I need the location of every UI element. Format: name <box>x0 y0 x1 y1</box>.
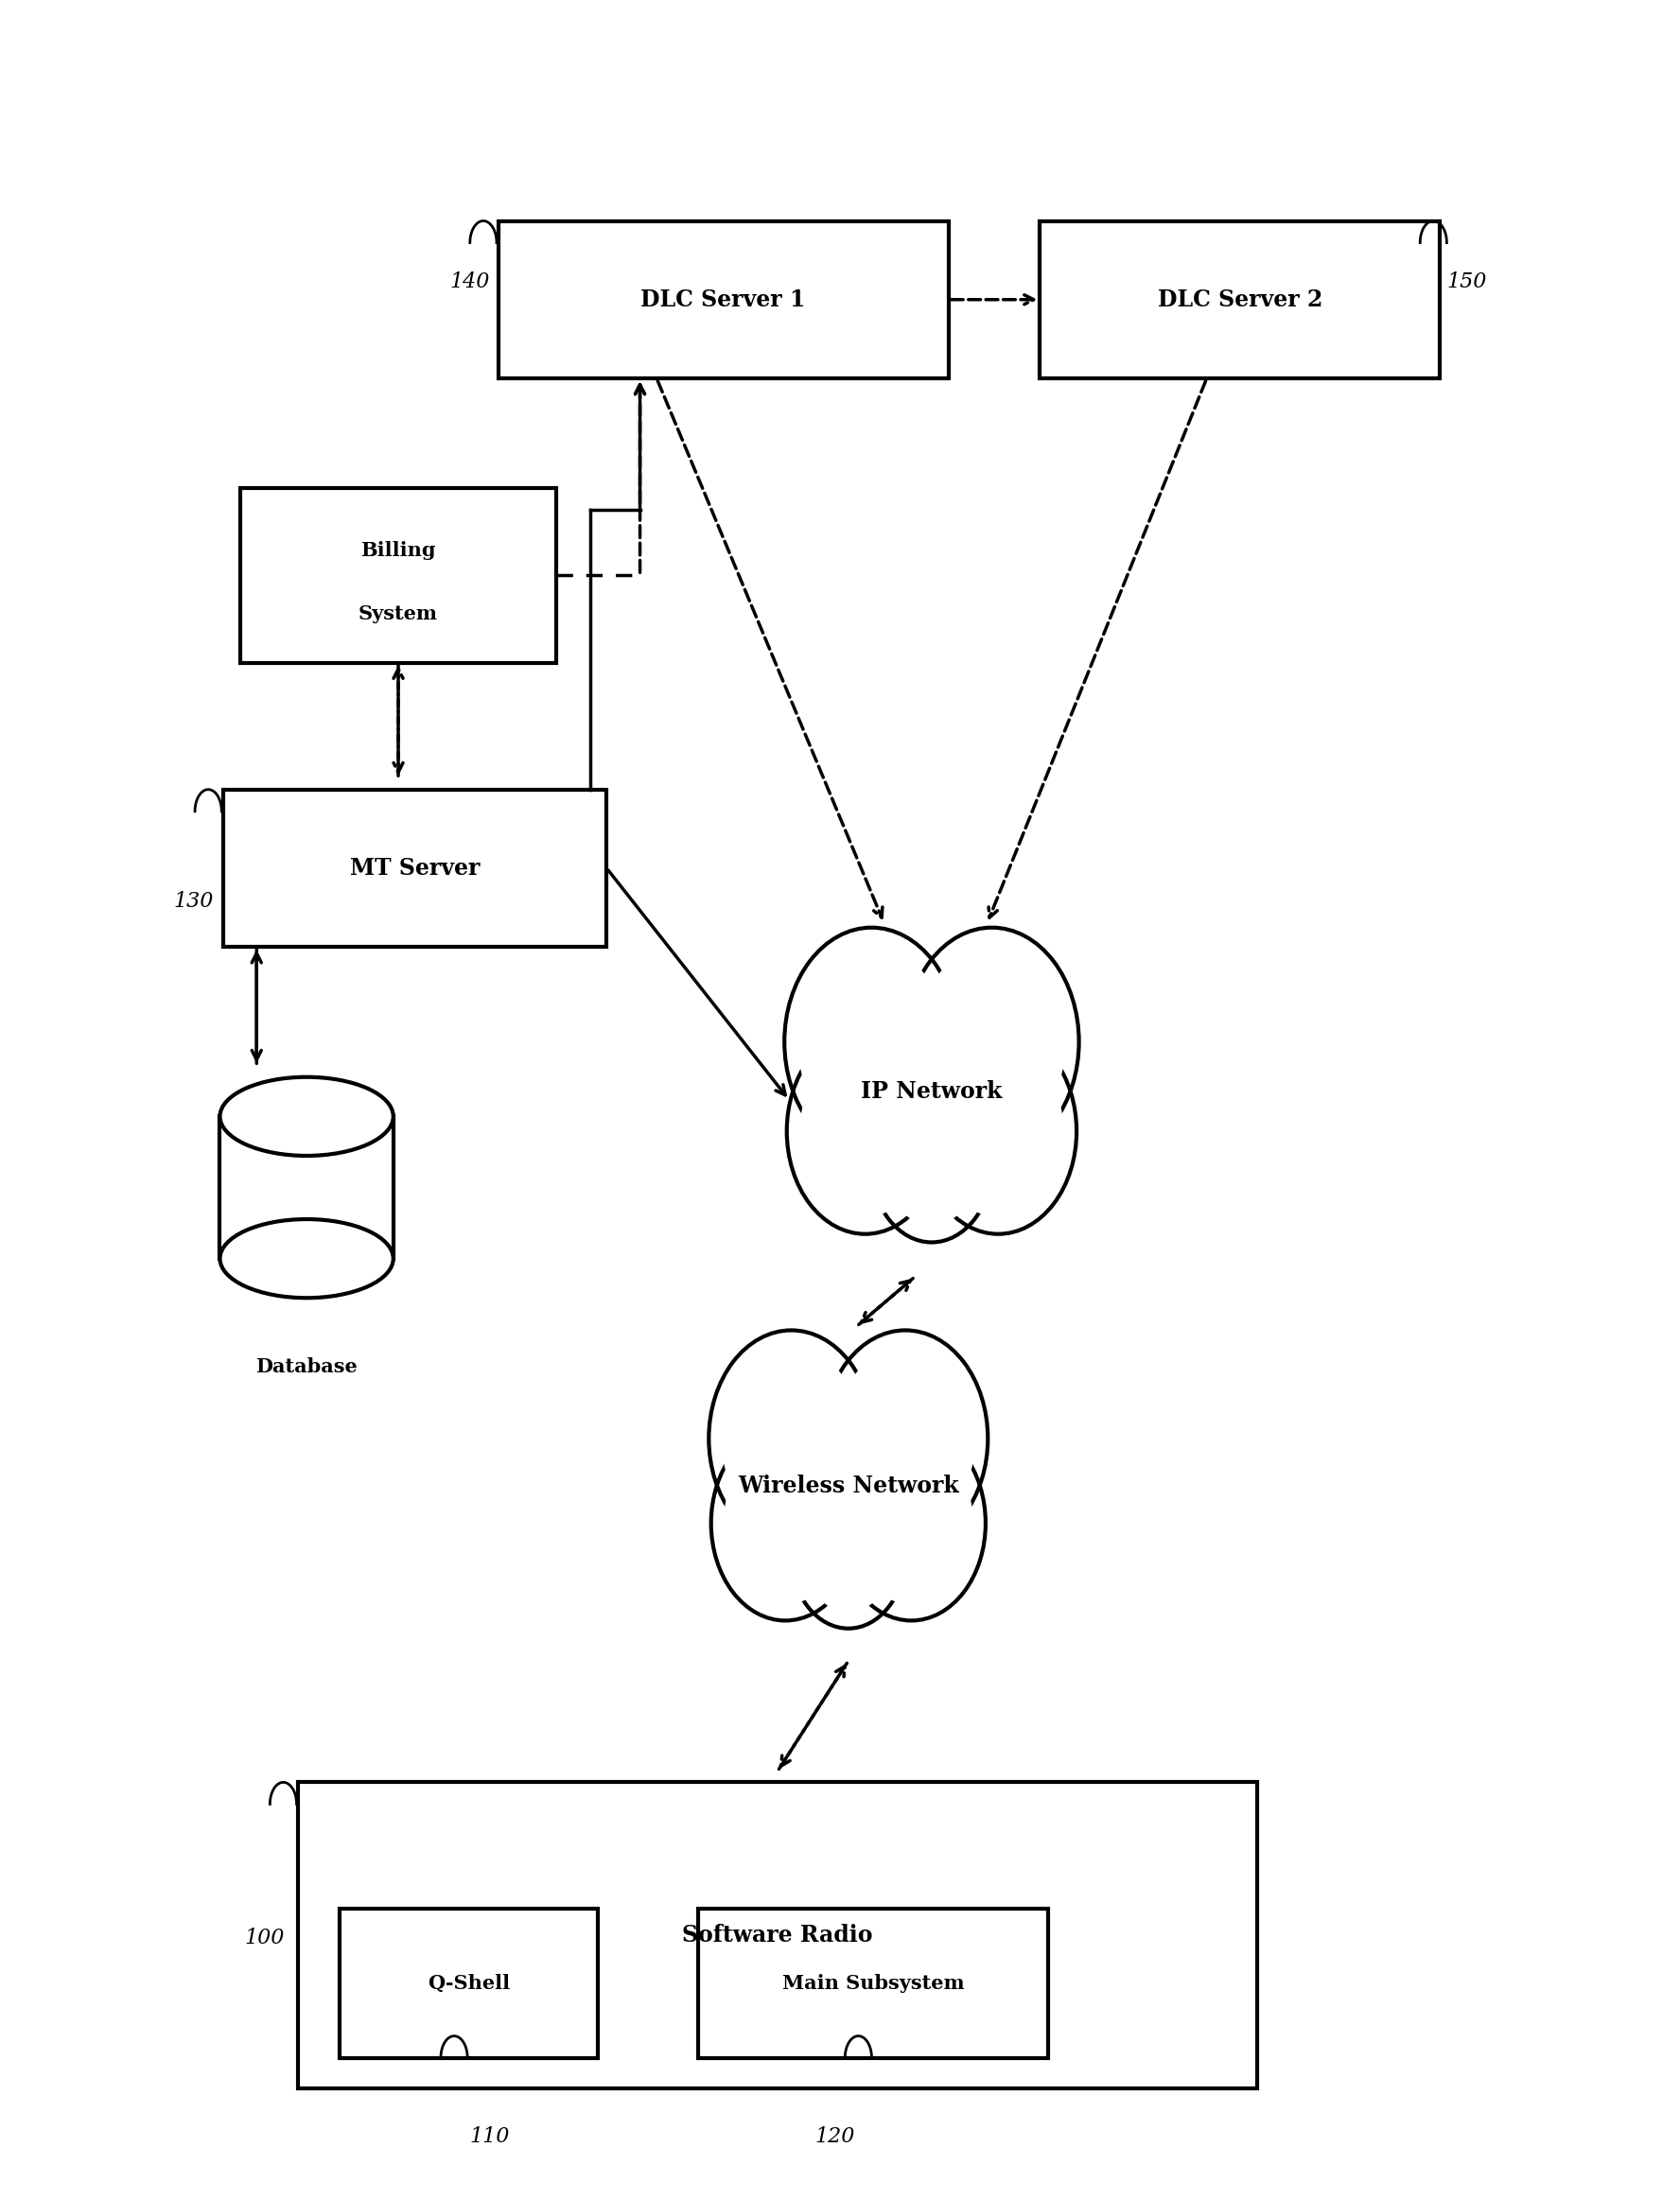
Circle shape <box>921 1027 1077 1234</box>
Text: DLC Server 1: DLC Server 1 <box>640 288 806 310</box>
Circle shape <box>786 1027 944 1234</box>
Text: 130: 130 <box>173 891 213 911</box>
Text: MT Server: MT Server <box>349 856 480 880</box>
Circle shape <box>798 944 946 1140</box>
FancyBboxPatch shape <box>223 790 606 946</box>
FancyBboxPatch shape <box>1040 220 1440 378</box>
Text: 110: 110 <box>470 2125 511 2147</box>
Text: IP Network: IP Network <box>860 1080 1003 1102</box>
FancyBboxPatch shape <box>699 1910 1048 2057</box>
FancyBboxPatch shape <box>240 488 556 662</box>
Circle shape <box>711 1426 860 1621</box>
Circle shape <box>835 1346 976 1531</box>
FancyBboxPatch shape <box>339 1910 598 2057</box>
Circle shape <box>837 1426 986 1621</box>
Bar <box>220 1115 393 1258</box>
FancyBboxPatch shape <box>499 220 948 378</box>
Circle shape <box>803 1415 894 1533</box>
Circle shape <box>721 1346 862 1531</box>
Circle shape <box>870 999 993 1159</box>
FancyBboxPatch shape <box>299 1782 1257 2088</box>
Text: 140: 140 <box>450 273 491 293</box>
Circle shape <box>709 1331 874 1547</box>
Circle shape <box>932 1045 1063 1217</box>
Text: Wireless Network: Wireless Network <box>738 1474 959 1498</box>
Circle shape <box>791 1476 906 1628</box>
Text: Database: Database <box>255 1357 358 1375</box>
Circle shape <box>850 1441 973 1604</box>
Text: 120: 120 <box>815 2125 855 2147</box>
Circle shape <box>870 1082 993 1243</box>
Text: Software Radio: Software Radio <box>682 1925 874 1947</box>
Circle shape <box>785 928 959 1155</box>
Text: Billing: Billing <box>361 541 435 561</box>
Circle shape <box>791 1399 906 1549</box>
Circle shape <box>803 1494 894 1613</box>
Circle shape <box>884 1100 979 1225</box>
Text: DLC Server 2: DLC Server 2 <box>1158 288 1322 310</box>
Circle shape <box>884 1016 979 1142</box>
Circle shape <box>800 1045 931 1217</box>
Circle shape <box>823 1331 988 1547</box>
Text: Main Subsystem: Main Subsystem <box>783 1973 964 1993</box>
Circle shape <box>906 928 1079 1155</box>
Text: Q-Shell: Q-Shell <box>428 1973 511 1993</box>
Ellipse shape <box>220 1078 393 1155</box>
Text: 150: 150 <box>1446 273 1487 293</box>
Text: System: System <box>358 605 438 623</box>
Text: 100: 100 <box>245 1927 286 1947</box>
Ellipse shape <box>220 1219 393 1298</box>
Circle shape <box>917 944 1065 1140</box>
Circle shape <box>724 1441 847 1604</box>
